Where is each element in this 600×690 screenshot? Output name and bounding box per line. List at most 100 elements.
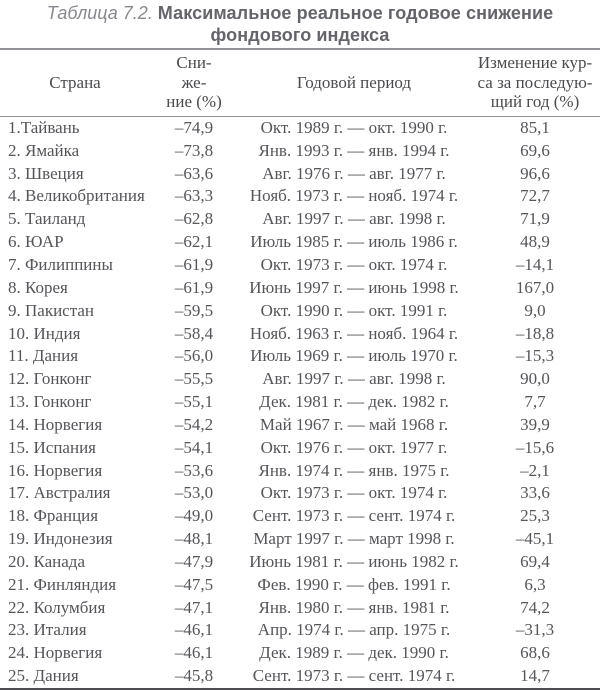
decline-cell: –46,1	[174, 643, 214, 663]
table-row: 9. Пакистан –59,5 Окт. 1990 г. — окт. 19…	[0, 299, 600, 322]
change-cell: 69,4	[520, 551, 550, 571]
table-body: 1.Тайвань –74,9 Окт. 1989 г. — окт. 1990…	[0, 116, 600, 689]
table-row: 6. ЮАР –62,1 Июль 1985 г. — июль 1986 г.…	[0, 231, 600, 254]
header-change: Изменение кур- са за последую- щий год (…	[477, 53, 593, 111]
country-cell: 12. Гонконг	[8, 369, 92, 389]
decline-cell: –48,1	[174, 529, 214, 549]
period-cell: Авг. 1997 г. — авг. 1998 г.	[262, 369, 446, 389]
decline-cell: –47,1	[174, 597, 214, 617]
country-cell: 8. Корея	[8, 277, 68, 297]
country-cell: 11. Дания	[8, 346, 79, 366]
table-row: 25. Дания –45,8 Сент. 1973 г. — сент. 19…	[0, 665, 600, 689]
change-cell: –31,3	[515, 620, 555, 640]
change-cell: 25,3	[520, 506, 550, 526]
change-cell: 6,3	[524, 574, 546, 594]
change-cell: 69,6	[520, 140, 550, 160]
country-cell: 2. Ямайка	[8, 140, 80, 160]
period-cell: Янв. 1993 г. — янв. 1994 г.	[258, 140, 450, 160]
country-cell: 4. Великобритания	[8, 186, 145, 206]
country-cell: 16. Норвегия	[8, 460, 103, 480]
period-cell: Окт. 1973 г. — окт. 1974 г.	[260, 254, 448, 274]
period-cell: Дек. 1989 г. — дек. 1990 г.	[259, 643, 449, 663]
decline-cell: –54,2	[174, 414, 214, 434]
period-cell: Май 1967 г. — май 1968 г.	[259, 414, 449, 434]
period-cell: Окт. 1989 г. — окт. 1990 г.	[260, 117, 448, 137]
change-cell: –2,1	[520, 460, 550, 480]
table-number-label: Таблица 7.2.	[46, 3, 153, 23]
decline-cell: –63,3	[174, 186, 214, 206]
decline-cell: –63,6	[174, 163, 214, 183]
decline-cell: –74,9	[174, 117, 214, 137]
period-cell: Июнь 1981 г. — июнь 1982 г.	[249, 551, 459, 571]
country-cell: 7. Филиппины	[8, 254, 113, 274]
table-row: 4. Великобритания –63,3 Нояб. 1973 г. — …	[0, 185, 600, 208]
change-cell: 90,0	[520, 369, 550, 389]
period-cell: Сент. 1973 г. — сент. 1974 г.	[252, 666, 456, 686]
change-cell: 72,7	[520, 186, 550, 206]
period-cell: Янв. 1974 г. — янв. 1975 г.	[258, 460, 450, 480]
table-row: 8. Корея –61,9 Июнь 1997 г. — июнь 1998 …	[0, 276, 600, 299]
table-caption: Таблица 7.2. Максимальное реальное годов…	[0, 0, 600, 48]
table-row: 2. Ямайка –73,8 Янв. 1993 г. — янв. 1994…	[0, 139, 600, 162]
change-cell: 68,6	[520, 643, 550, 663]
change-cell: 71,9	[520, 209, 550, 229]
period-cell: Март 1997 г. — март 1998 г.	[253, 529, 455, 549]
country-cell: 23. Италия	[8, 620, 87, 640]
header-decline: Сни- же- ние (%)	[166, 53, 222, 111]
table-header: Страна Сни- же- ние (%) Годовой период И…	[0, 49, 600, 116]
table-row: 17. Австралия –53,0 Окт. 1973 г. — окт. …	[0, 482, 600, 505]
table-row: 21. Финляндия –47,5 Фев. 1990 г. — фев. …	[0, 573, 600, 596]
change-cell: 7,7	[524, 392, 546, 412]
change-cell: –15,3	[515, 346, 555, 366]
table-row: 14. Норвегия –54,2 Май 1967 г. — май 196…	[0, 413, 600, 436]
country-cell: 18. Франция	[8, 506, 99, 526]
change-cell: –45,1	[515, 529, 555, 549]
decline-cell: –55,5	[174, 369, 214, 389]
country-cell: 20. Канада	[8, 551, 85, 571]
decline-cell: –45,8	[174, 666, 214, 686]
table-row: 12. Гонконг –55,5 Авг. 1997 г. — авг. 19…	[0, 368, 600, 391]
table-row: 19. Индонезия –48,1 Март 1997 г. — март …	[0, 528, 600, 551]
period-cell: Янв. 1980 г. — янв. 1981 г.	[258, 597, 450, 617]
period-cell: Окт. 1990 г. — окт. 1991 г.	[260, 300, 448, 320]
table-row: 5. Таиланд –62,8 Авг. 1997 г. — авг. 199…	[0, 208, 600, 231]
period-cell: Нояб. 1973 г. — нояб. 1974 г.	[249, 186, 459, 206]
country-cell: 3. Швеция	[8, 163, 84, 183]
table-row: 10. Индия –58,4 Нояб. 1963 г. — нояб. 19…	[0, 322, 600, 345]
decline-cell: –58,4	[174, 323, 214, 343]
decline-cell: –54,1	[174, 437, 214, 457]
table-row: 7. Филиппины –61,9 Окт. 1973 г. — окт. 1…	[0, 254, 600, 277]
period-cell: Июль 1985 г. — июль 1986 г.	[250, 232, 458, 252]
header-row: Страна Сни- же- ние (%) Годовой период И…	[0, 49, 600, 116]
decline-cell: –62,8	[174, 209, 214, 229]
decline-cell: –46,1	[174, 620, 214, 640]
decline-cell: –61,9	[174, 254, 214, 274]
table-row: 22. Колумбия –47,1 Янв. 1980 г. — янв. 1…	[0, 596, 600, 619]
change-cell: 33,6	[520, 483, 550, 503]
period-cell: Нояб. 1963 г. — нояб. 1964 г.	[249, 323, 459, 343]
decline-cell: –53,0	[174, 483, 214, 503]
period-cell: Авг. 1997 г. — авг. 1998 г.	[262, 209, 446, 229]
country-cell: 6. ЮАР	[8, 232, 64, 252]
table-row: 13. Гонконг –55,1 Дек. 1981 г. — дек. 19…	[0, 391, 600, 414]
change-cell: 167,0	[515, 277, 555, 297]
decline-cell: –59,5	[174, 300, 214, 320]
period-cell: Апр. 1974 г. — апр. 1975 г.	[257, 620, 451, 640]
decline-cell: –62,1	[174, 232, 214, 252]
decline-cell: –73,8	[174, 140, 214, 160]
change-cell: –15,6	[515, 437, 555, 457]
max-decline-table: Страна Сни- же- ние (%) Годовой период И…	[0, 48, 600, 690]
period-cell: Дек. 1981 г. — дек. 1982 г.	[259, 392, 449, 412]
table-row: 1.Тайвань –74,9 Окт. 1989 г. — окт. 1990…	[0, 116, 600, 139]
change-cell: 9,0	[524, 300, 546, 320]
decline-cell: –47,5	[174, 574, 214, 594]
change-cell: 74,2	[520, 597, 550, 617]
period-cell: Окт. 1976 г. — окт. 1977 г.	[260, 437, 448, 457]
decline-cell: –47,9	[174, 551, 214, 571]
change-cell: 39,9	[520, 414, 550, 434]
change-cell: 85,1	[520, 117, 550, 137]
period-cell: Сент. 1973 г. — сент. 1974 г.	[252, 506, 456, 526]
period-cell: Окт. 1973 г. — окт. 1974 г.	[260, 483, 448, 503]
country-cell: 24. Норвегия	[8, 643, 103, 663]
